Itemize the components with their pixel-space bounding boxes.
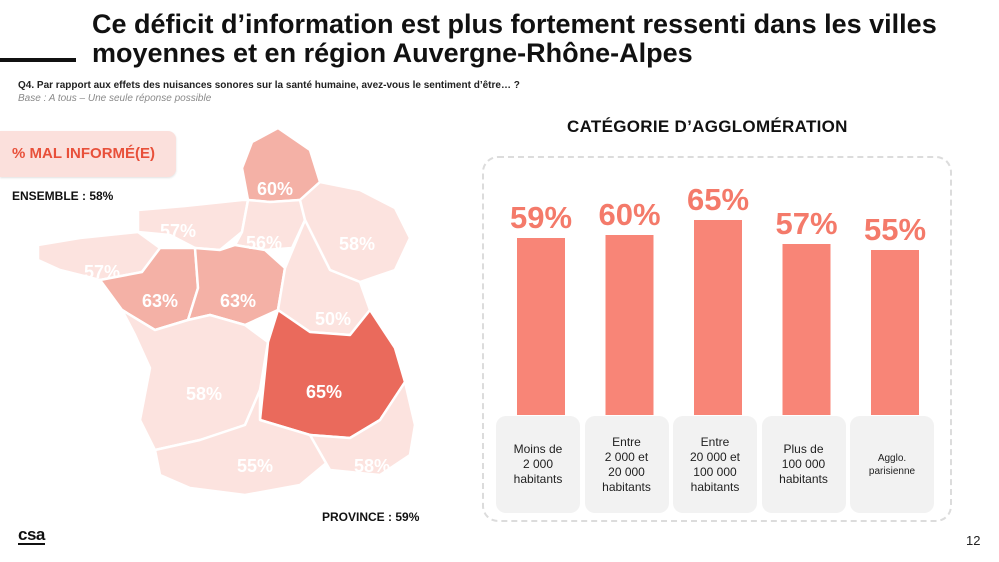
- question-text: Q4. Par rapport aux effets des nuisances…: [18, 80, 520, 91]
- region-labels: 60% 57% 56% 58% 57% 63% 63% 50% 58% 65% 55% 58%: [84, 179, 390, 476]
- bar-4: [782, 244, 831, 415]
- csa-logo: csa: [18, 525, 45, 545]
- province-label: PROVINCE : 59%: [322, 510, 420, 524]
- page-number: 12: [966, 533, 981, 548]
- category-label-2: Entre 2 000 et 20 000 habitants: [584, 416, 669, 513]
- category-label-1: Moins de 2 000 habitants: [496, 416, 580, 513]
- region-value-auvergne-rhone-alpes: 65%: [306, 382, 342, 402]
- bar-5: [871, 250, 919, 415]
- region-centre-val-de-loire: [186, 243, 287, 327]
- badge-label: % MAL INFORMÉ(E): [12, 145, 156, 162]
- region-value-bretagne: 57%: [84, 262, 120, 282]
- region-value-normandie: 57%: [160, 221, 196, 241]
- bar-value-label-4: 57%: [775, 206, 837, 241]
- chart-frame: [482, 156, 952, 522]
- agglomeration-bar-chart: 59% 60% 65% 57% 55%: [510, 182, 926, 415]
- region-value-occitanie: 55%: [237, 456, 273, 476]
- region-shapes: [36, 126, 417, 497]
- region-provence-alpes-cote-d-azur: [308, 380, 417, 477]
- chart-title: CATÉGORIE D’AGGLOMÉRATION: [567, 117, 848, 136]
- category-label-3: Entre 20 000 et 100 000 habitants: [673, 416, 757, 513]
- region-value-bourgogne-franche-comte: 50%: [315, 309, 351, 329]
- bar-value-label-5: 55%: [864, 212, 926, 247]
- bar-value-label-3: 65%: [687, 182, 749, 217]
- bar-value-label-2: 60%: [598, 197, 660, 232]
- base-text: Base : A tous – Une seule réponse possib…: [18, 93, 212, 104]
- bar-2: [605, 235, 654, 415]
- region-grand-est: [298, 180, 412, 284]
- bar-value-label-1: 59%: [510, 200, 572, 235]
- bar-3: [694, 220, 742, 415]
- region-value-provence-alpes-cote-d-azur: 58%: [354, 456, 390, 476]
- slide-title: Ce déficit d’information est plus fortem…: [92, 9, 937, 68]
- mal-informe-badge: % MAL INFORMÉ(E): [0, 131, 176, 177]
- region-value-centre-val-de-loire: 63%: [220, 291, 256, 311]
- region-normandie: [136, 198, 250, 252]
- region-value-nouvelle-aquitaine: 58%: [186, 384, 222, 404]
- region-value-hauts-de-france: 60%: [257, 179, 293, 199]
- category-label-4: Plus de 100 000 habitants: [761, 416, 846, 513]
- region-value-grand-est: 58%: [339, 234, 375, 254]
- category-label-5: Agglo. parisienne: [850, 416, 934, 513]
- region-value-ile-de-france: 56%: [246, 233, 282, 253]
- region-value-pays-de-la-loire: 63%: [142, 291, 178, 311]
- ensemble-label: ENSEMBLE : 58%: [12, 189, 114, 203]
- bar-1: [517, 238, 565, 415]
- title-rule: [0, 58, 76, 62]
- france-region-map: 60% 57% 56% 58% 57% 63% 63% 50% 58% 65% 55% 58%: [36, 126, 417, 497]
